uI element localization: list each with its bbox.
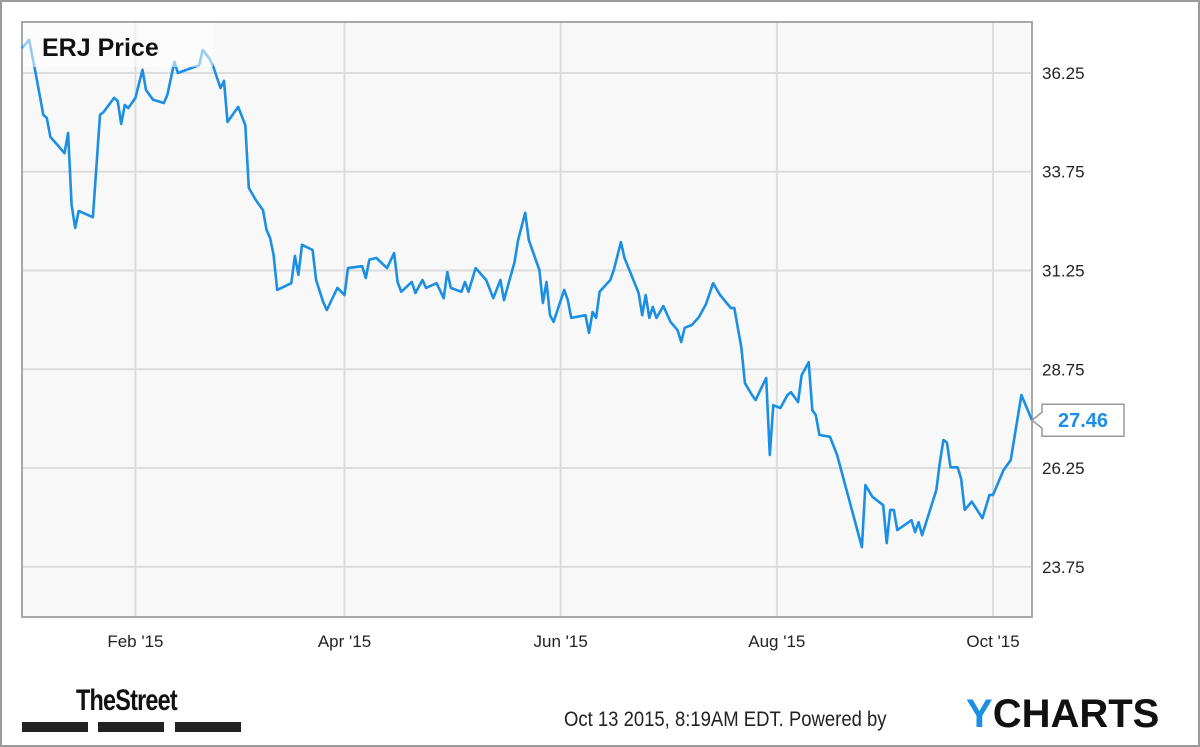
ycharts-logo-text: CHARTS <box>992 692 1160 736</box>
logo-bar <box>175 722 241 732</box>
y-tick-label: 28.75 <box>1042 360 1085 379</box>
ycharts-logo-accent: Y <box>966 692 993 736</box>
x-tick-label: Feb '15 <box>107 632 163 651</box>
x-tick-label: Aug '15 <box>748 632 805 651</box>
x-tick-label: Apr '15 <box>318 632 371 651</box>
plot-area <box>22 22 1032 617</box>
y-tick-label: 31.25 <box>1042 262 1085 281</box>
x-tick-label: Jun '15 <box>534 632 588 651</box>
title-backdrop <box>23 23 213 67</box>
logo-bar <box>98 722 164 732</box>
last-value-label: 27.46 <box>1058 410 1108 432</box>
last-value-callout <box>1030 403 1125 437</box>
y-tick-label: 36.25 <box>1042 64 1085 83</box>
y-tick-label: 23.75 <box>1042 558 1085 577</box>
chart-title: ERJ Price <box>42 34 159 62</box>
ycharts-logo: YCHARTS <box>966 692 1159 737</box>
y-tick-label: 26.25 <box>1042 459 1085 478</box>
timestamp-text: Oct 13 2015, 8:19AM EDT. Powered by <box>564 708 887 731</box>
plot-border <box>21 21 1033 618</box>
x-tick-label: Oct '15 <box>966 632 1019 651</box>
thestreet-logo: TheStreet <box>76 684 178 717</box>
logo-bar <box>22 722 88 732</box>
price-line <box>21 38 1034 549</box>
y-tick-label: 33.75 <box>1042 163 1085 182</box>
